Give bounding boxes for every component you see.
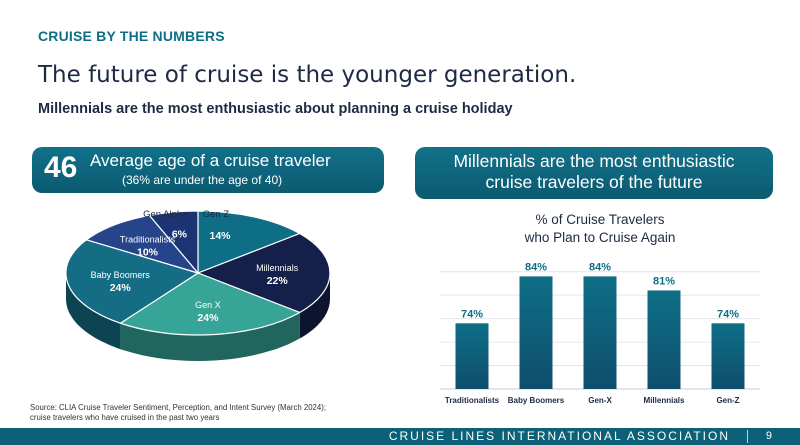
footer-bar: CRUISE LINES INTERNATIONAL ASSOCIATION 9 [0,428,800,445]
pie-side-gen-x [120,312,300,361]
pie-slice-millennials [196,232,331,314]
source-line1: Source: CLIA Cruise Traveler Sentiment, … [30,403,326,412]
pie-label-value-traditionalists: 10% [137,246,159,258]
bar-value-label-traditionalists: 74% [461,308,483,320]
bar-value-label-gen-z: 74% [717,308,739,320]
bar-svg: % of Cruise Travelers who Plan to Cruise … [440,212,760,405]
section-label: CRUISE BY THE NUMBERS [38,28,225,44]
pie-label-name-gen-alpha: Gen Alpha [143,209,188,220]
footer-divider [747,430,748,443]
cruise-again-bar-chart: % of Cruise Travelers who Plan to Cruise … [430,205,770,410]
pie-label-name-gen-x: Gen X [195,300,221,310]
bar-traditionalists [455,323,489,389]
millennials-banner-line2: cruise travelers of the future [485,172,703,192]
bar-gen-z [711,323,745,389]
bar-value-label-baby-boomers: 84% [525,261,547,273]
bar-value-label-millennials: 81% [653,275,675,287]
pie-side-millennials [299,273,330,339]
millennials-banner-line1: Millennials are the most enthusiastic [453,151,735,171]
average-age-number: 46 [44,151,78,184]
bar-category-label-gen-z: Gen-Z [716,396,739,405]
bar-millennials [647,290,681,389]
pie-slice-traditionalists [85,214,200,275]
bar-chart-title-line1: % of Cruise Travelers [535,212,664,227]
page-subtitle: Millennials are the most enthusiastic ab… [38,101,513,117]
average-age-banner: 46 Average age of a cruise traveler (36%… [32,147,384,193]
bar-category-label-gen-x: Gen-X [588,396,612,405]
average-age-note: (36% are under the age of 40) [122,173,283,187]
bar-chart-title-line2: who Plan to Cruise Again [524,230,676,245]
pie-top [65,210,331,336]
pie-slice-gen-alpha [148,210,199,275]
pie-label-value-gen-x: 24% [197,312,219,324]
average-age-label: Average age of a cruise traveler [90,151,331,170]
page-number: 9 [765,430,772,442]
source-note: Source: CLIA Cruise Traveler Sentiment, … [30,403,390,423]
pie-slice-gen-z [197,210,302,274]
pie-label-name-gen-z: Gen Z [203,209,230,220]
pie-label-value-millennials: 22% [267,275,289,287]
pie-label-value-baby-boomers: 24% [110,282,132,294]
pie-label-name-baby-boomers: Baby Boomers [91,270,151,280]
pie-svg: Gen Z 14% Millennials 22% Gen X 24% Baby Boome… [65,209,331,361]
millennials-banner: Millennials are the most enthusiastic cr… [415,147,773,199]
pie-slice-gen-x [119,272,302,336]
generation-pie-chart: Gen Z 14% Millennials 22% Gen X 24% Baby Boome… [60,205,345,380]
bar-category-label-traditionalists: Traditionalists [445,396,500,405]
bar-baby-boomers [519,276,553,389]
bar-category-label-baby-boomers: Baby Boomers [508,396,565,405]
pie-label-name-millennials: Millennials [256,263,299,273]
pie-label-value-gen-z: 14% [209,230,231,242]
source-line2: cruise travelers who have cruised in the… [30,413,220,422]
pie-slice-baby-boomers [65,239,200,324]
bar-value-label-gen-x: 84% [589,261,611,273]
footer-org-name: CRUISE LINES INTERNATIONAL ASSOCIATION [388,429,730,443]
pie-label-value-gen-alpha: 6% [172,229,188,241]
pie-label-name-traditionalists: Traditionalists [120,234,176,244]
pie-labels: Gen Z 14% Millennials 22% Gen X 24% Baby Boome… [91,209,299,324]
bar-gen-x [583,276,617,389]
bar-category-label-millennials: Millennials [644,396,685,405]
page-title: The future of cruise is the younger gene… [38,62,577,88]
